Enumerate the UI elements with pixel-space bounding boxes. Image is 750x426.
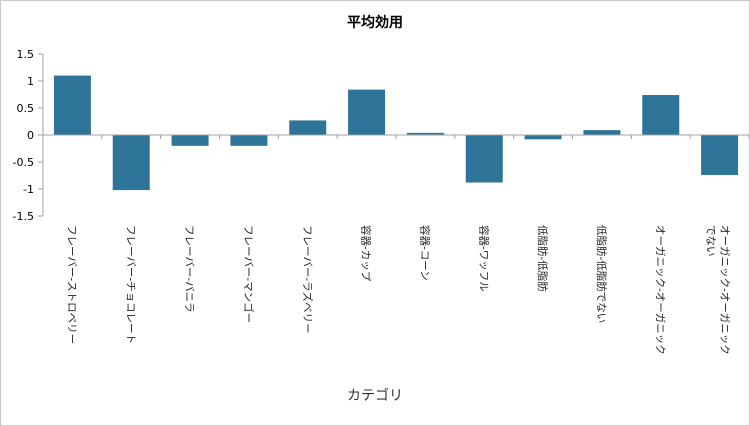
x-tick-label-line: でない: [705, 225, 717, 257]
bar: [53, 75, 91, 135]
bar: [171, 135, 209, 146]
x-tick-label: 低脂肪-低脂肪: [536, 225, 549, 292]
bar: [583, 130, 621, 135]
bar: [230, 135, 268, 146]
x-tick-label: オーガニック-オーガニックでない: [705, 225, 731, 355]
x-tick-label: オーガニック-オーガニック: [654, 225, 666, 355]
x-tick-label: 低脂肪-低脂肪でない: [595, 225, 608, 323]
bar: [289, 120, 327, 135]
x-axis-title: カテゴリ: [347, 388, 403, 404]
y-tick-label: 1.5: [17, 48, 35, 61]
x-tick-label: 容器-ワッフル: [477, 225, 490, 292]
bar: [348, 89, 386, 135]
chart-title: 平均効用: [347, 15, 403, 31]
x-tick-label: フレーバー-バニラ: [183, 225, 195, 313]
x-tick-label: フレーバー-チョコレート: [124, 225, 136, 344]
bar: [406, 132, 444, 135]
y-tick-label: 0.5: [17, 102, 35, 115]
bar: [465, 135, 503, 183]
x-tick-label: フレーバー-ストロベリー: [65, 225, 77, 344]
y-tick-label: -1.5: [13, 210, 34, 223]
y-tick-label: 1: [27, 75, 34, 88]
bar: [524, 135, 562, 140]
x-tick-label: 容器-コーン: [418, 225, 431, 281]
x-tick-label: フレーバー-マンゴー: [242, 225, 255, 323]
y-tick-label: -1: [23, 183, 34, 196]
bar: [112, 135, 150, 191]
x-tick-label: 容器-カップ: [360, 225, 373, 282]
x-tick-label: フレーバー-ラズベリー: [301, 225, 314, 333]
y-tick-label: -0.5: [13, 156, 34, 169]
bar: [642, 95, 680, 135]
x-tick-label-line: オーガニック-オーガニック: [719, 225, 731, 355]
y-tick-label: 0: [27, 129, 34, 142]
bar: [701, 135, 739, 175]
